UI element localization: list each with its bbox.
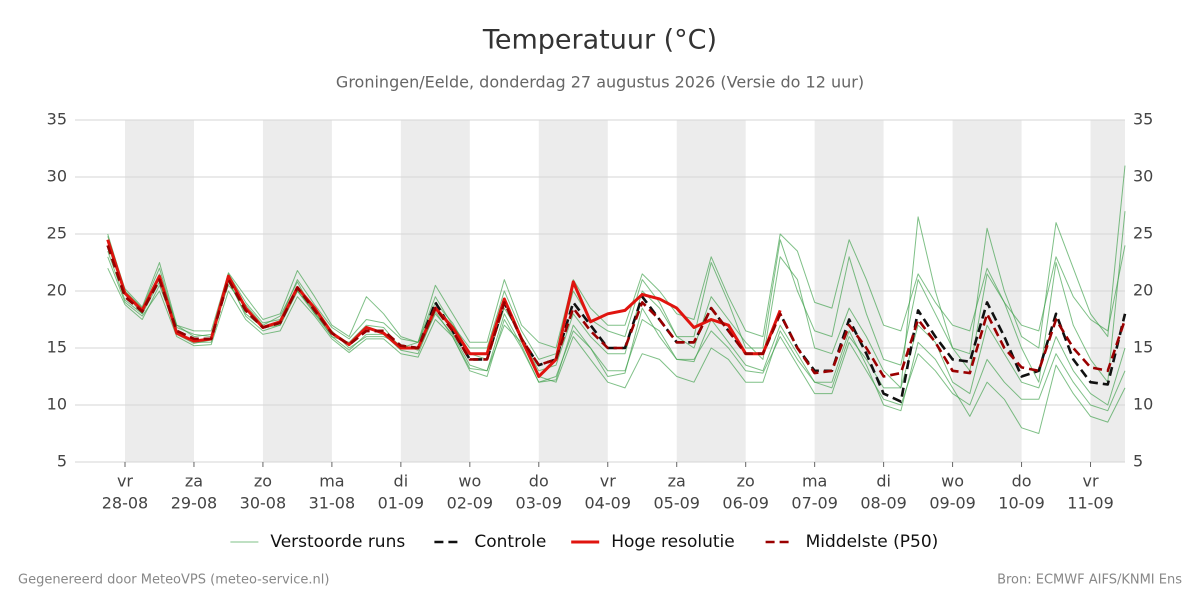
y2-tick-label: 35 [1133,110,1153,129]
series-line [107,165,1126,366]
y-tick-label: 20 [47,281,67,300]
x-tick-weekday: ma [802,472,827,491]
legend-label: Controle [474,532,546,552]
x-tick-label: 04-09 [585,494,632,513]
x-tick-weekday: za [185,472,203,491]
x-tick-label: 29-08 [171,494,218,513]
x-tick-weekday: za [668,472,686,491]
legend-label: Verstoorde runs [270,532,405,552]
x-tick-weekday: vr [117,472,133,491]
x-tick-label: 07-09 [791,494,838,513]
x-tick-weekday: ma [319,472,344,491]
footer-left: Gegenereerd door MeteoVPS (meteo-service… [18,573,329,588]
legend-label: Middelste (P50) [806,532,939,552]
x-tick-label: 31-08 [309,494,356,513]
x-tick-label: 10-09 [998,494,1045,513]
x-tick-weekday: vr [1082,472,1098,491]
x-tick-label: 03-09 [516,494,563,513]
y2-tick-label: 15 [1133,338,1153,357]
y-tick-label: 5 [57,452,67,471]
x-tick-weekday: di [876,472,891,491]
y2-tick-label: 20 [1133,281,1153,300]
y2-tick-label: 30 [1133,167,1153,186]
y2-tick-label: 5 [1133,452,1143,471]
x-tick-label: 09-09 [929,494,976,513]
x-tick-weekday: wo [458,472,481,491]
legend-label: Hoge resolutie [611,532,735,552]
x-tick-label: 05-09 [653,494,700,513]
series-line [107,233,1126,349]
series-line [106,244,1127,378]
x-tick-weekday: di [394,472,409,491]
x-tick-label: 02-09 [447,494,494,513]
x-tick-label: 30-08 [240,494,287,513]
y2-tick-label: 10 [1133,395,1153,414]
x-tick-weekday: wo [941,472,964,491]
footer-right: Bron: ECMWF AIFS/KNMI Ens [997,573,1182,588]
series-line [107,211,1126,389]
series-line [107,250,1126,434]
y-tick-label: 15 [47,338,67,357]
x-tick-weekday: zo [737,472,755,491]
chart-title: Temperatuur (°C) [482,25,717,56]
y-tick-label: 30 [47,167,67,186]
y-tick-label: 35 [47,110,67,129]
series-line [107,267,1126,406]
x-tick-label: 06-09 [722,494,769,513]
x-tick-weekday: do [1012,472,1032,491]
x-tick-label: 28-08 [102,494,149,513]
series-line [107,256,1126,412]
y-tick-label: 25 [47,224,67,243]
x-tick-label: 11-09 [1067,494,1114,513]
x-tick-label: 01-09 [378,494,425,513]
x-tick-weekday: do [529,472,549,491]
x-tick-weekday: zo [254,472,272,491]
x-tick-label: 08-09 [860,494,907,513]
x-tick-weekday: vr [600,472,616,491]
y2-tick-label: 25 [1133,224,1153,243]
y-tick-label: 10 [47,395,67,414]
chart-subtitle: Groningen/Eelde, donderdag 27 augustus 2… [336,73,864,92]
